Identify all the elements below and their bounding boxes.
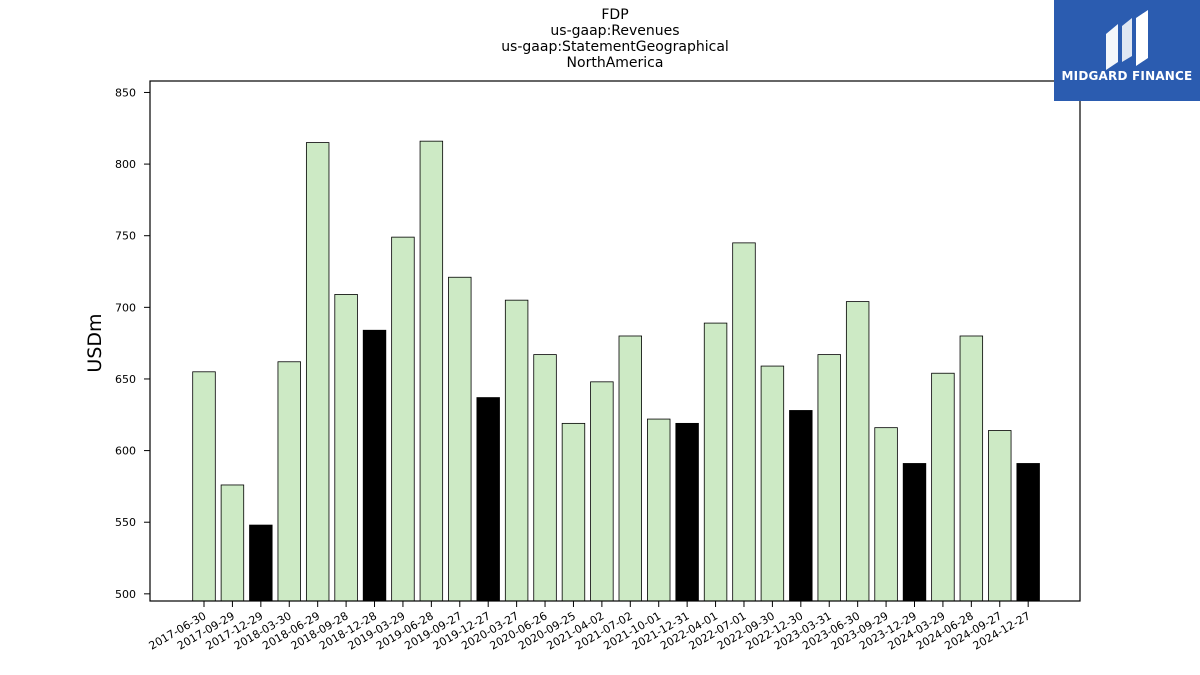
bar bbox=[419, 140, 444, 602]
chart-title-line-1: FDP bbox=[601, 7, 629, 23]
bar bbox=[959, 335, 984, 602]
bar bbox=[533, 354, 557, 602]
bar bbox=[703, 322, 728, 602]
y-tick-label: 600 bbox=[115, 445, 136, 458]
y-tick-label: 850 bbox=[115, 86, 136, 99]
bar bbox=[931, 372, 955, 602]
bar bbox=[1016, 463, 1040, 602]
bar bbox=[305, 142, 330, 602]
bar bbox=[561, 422, 586, 602]
bar bbox=[817, 354, 841, 602]
bar bbox=[334, 294, 358, 602]
y-tick-label: 750 bbox=[115, 230, 136, 243]
bar bbox=[362, 329, 387, 602]
bar bbox=[647, 418, 671, 602]
bar bbox=[845, 301, 870, 602]
bar bbox=[760, 365, 785, 602]
y-axis-label: USDm bbox=[84, 313, 106, 372]
y-tick-label: 800 bbox=[115, 158, 136, 171]
bar bbox=[618, 335, 643, 602]
logo-text: MIDGARD FINANCE bbox=[1061, 69, 1193, 83]
chart-title-line-2: us-gaap:Revenues bbox=[550, 23, 680, 39]
chart-title-line-4: NorthAmerica bbox=[566, 55, 664, 71]
bar bbox=[789, 410, 813, 602]
y-tick-label: 650 bbox=[115, 373, 136, 386]
bar bbox=[675, 422, 699, 602]
bar bbox=[249, 524, 273, 602]
bar bbox=[732, 242, 756, 602]
y-tick-label: 700 bbox=[115, 301, 136, 314]
logo-mark-icon bbox=[1106, 10, 1148, 70]
bar bbox=[391, 236, 415, 602]
bar bbox=[874, 427, 898, 602]
y-tick-label: 550 bbox=[115, 516, 136, 529]
bar bbox=[476, 397, 500, 602]
bar bbox=[902, 463, 927, 602]
brand-logo: MIDGARD FINANCE bbox=[1054, 0, 1200, 101]
plot-frame bbox=[149, 80, 1081, 602]
bar bbox=[988, 430, 1012, 602]
bar bbox=[192, 371, 216, 602]
y-tick-label: 500 bbox=[115, 588, 136, 601]
bar bbox=[590, 381, 614, 602]
bar bbox=[448, 276, 472, 602]
chart-title-line-3: us-gaap:StatementGeographical bbox=[501, 39, 729, 55]
bar bbox=[504, 299, 529, 602]
bar bbox=[220, 484, 245, 602]
bar bbox=[277, 361, 301, 602]
